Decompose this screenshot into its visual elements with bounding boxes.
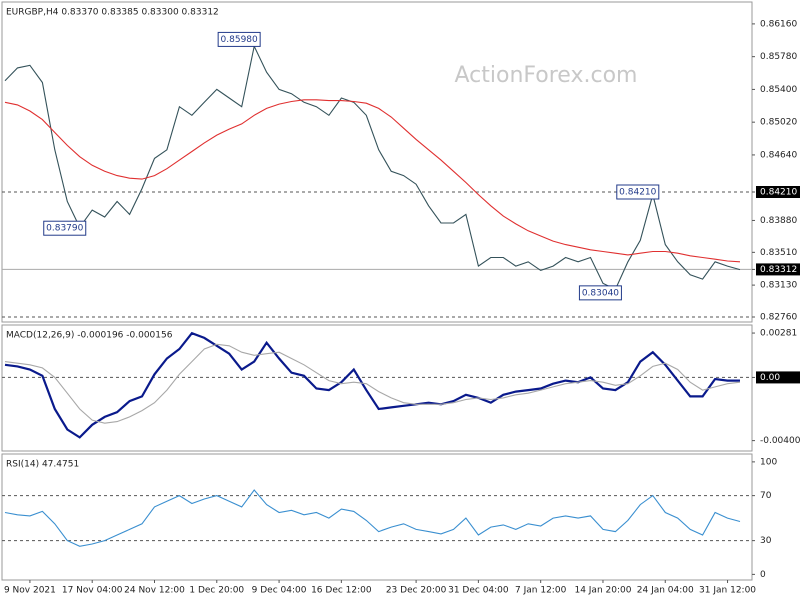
annotation-label: 0.83040 (582, 288, 619, 298)
y-tick-label: 0.00281 (760, 329, 797, 339)
panel-frame (1, 324, 753, 452)
y-tick-label: 0.85400 (760, 85, 797, 95)
y-tick-label: 0.85780 (760, 52, 797, 62)
annotation-box (616, 184, 660, 200)
series-line (4, 44, 741, 291)
annotation-label: 0.83790 (46, 224, 83, 234)
x-tick-label: 1 Dec 20:00 (189, 586, 244, 596)
y-tick-label: -0.004002 (760, 436, 800, 446)
y-tick-label: 30 (760, 536, 772, 546)
y-tick-label: 0.84210 (760, 188, 797, 198)
annotation-label: 0.85980 (221, 35, 258, 45)
y-tick-label: 0.83510 (760, 248, 797, 258)
x-tick-label: 9 Nov 2021 (4, 586, 56, 596)
x-tick-label: 24 Nov 12:00 (124, 586, 185, 596)
annotation-box (217, 31, 261, 47)
x-tick-label: 24 Jan 04:00 (637, 586, 694, 596)
y-tick-label: 0.82760 (760, 313, 797, 323)
y-tick-label: 0.83130 (760, 281, 797, 291)
panel-title: EURGBP,H4 0.83370 0.83385 0.83300 0.8331… (6, 8, 219, 18)
y-tick-highlight (756, 186, 800, 198)
y-tick-label: 0.83312 (760, 265, 797, 275)
x-tick-label: 9 Dec 04:00 (252, 586, 307, 596)
panel-frame (1, 1, 753, 323)
x-tick-label: 31 Dec 04:00 (448, 586, 509, 596)
annotation-box (578, 285, 622, 301)
y-tick-label: 70 (760, 491, 772, 501)
x-tick-label: 23 Dec 20:00 (386, 586, 447, 596)
y-tick-label: 0.85020 (760, 118, 797, 128)
x-tick-label: 7 Jan 12:00 (515, 586, 567, 596)
y-tick-highlight (756, 263, 800, 276)
x-tick-label: 17 Nov 04:00 (62, 586, 123, 596)
series-line (4, 99, 741, 263)
panel-frame (1, 453, 753, 581)
y-tick-label: 0.86160 (760, 19, 797, 29)
annotation-box (43, 220, 87, 236)
series-line (4, 489, 741, 547)
y-tick-label: 100 (760, 457, 777, 467)
y-tick-label: 0.84640 (760, 150, 797, 160)
panel-title: MACD(12,26,9) -0.000196 -0.000156 (6, 331, 173, 341)
y-tick-highlight (756, 371, 800, 384)
y-tick-label: 0 (760, 570, 766, 580)
series-line (4, 331, 740, 439)
panel-title: RSI(14) 47.4751 (6, 460, 79, 470)
annotation-label: 0.84210 (619, 188, 656, 198)
watermark: ActionForex.com (455, 63, 638, 88)
series-line (4, 343, 741, 424)
y-tick-label: 0.00 (760, 373, 780, 383)
x-tick-label: 31 Jan 12:00 (699, 586, 756, 596)
y-tick-label: 0.83880 (760, 216, 797, 226)
x-tick-label: 14 Jan 20:00 (574, 586, 631, 596)
x-tick-label: 16 Dec 12:00 (311, 586, 372, 596)
